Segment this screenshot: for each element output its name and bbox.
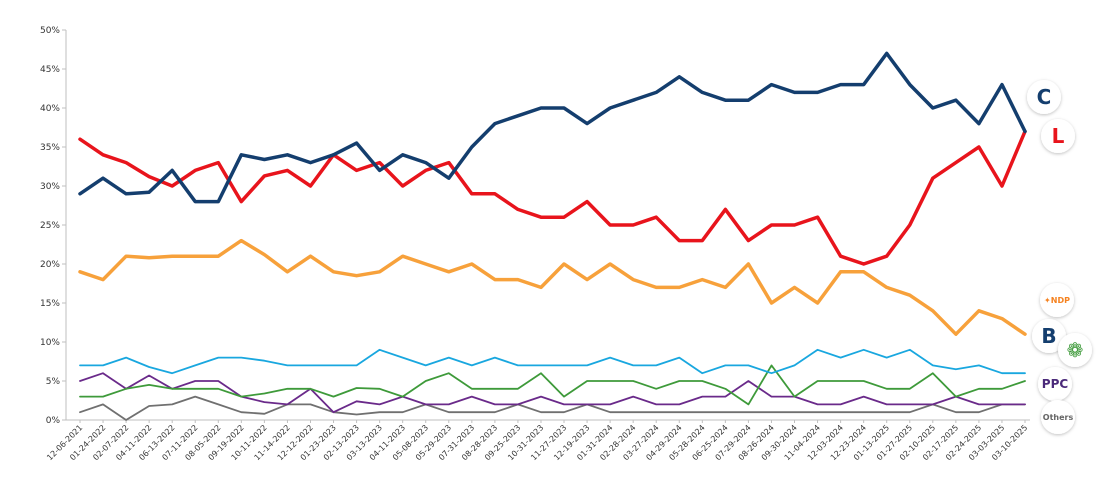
y-axis-ticks: 0% 5% 10% 15% 20% 25% 30% 35% 40% 45% 50% <box>40 26 66 426</box>
logo-conservative-badge <box>1027 80 1061 114</box>
y-tick-label: 50% <box>40 26 60 36</box>
logo-ndp-badge <box>1040 283 1074 317</box>
logo-others-text: Others <box>1043 413 1074 422</box>
series-lines <box>78 51 1027 421</box>
logo-conservative: C <box>1027 80 1061 114</box>
y-tick-label: 5% <box>46 377 61 387</box>
logo-ppc-badge <box>1038 367 1072 401</box>
logo-liberal: L <box>1041 119 1075 153</box>
series-line-bloc <box>79 348 1026 375</box>
y-tick-label: 20% <box>40 260 60 270</box>
series-line-others <box>79 395 1026 421</box>
series-line-liberal <box>78 129 1027 266</box>
party-logos: CL ✦NDP B ❁ PPC Others <box>1027 80 1092 434</box>
series-line-ndp <box>78 238 1027 336</box>
logo-others-badge <box>1041 400 1075 434</box>
logo-bloc-badge <box>1032 319 1066 353</box>
logo-liberal-text: L <box>1052 124 1065 148</box>
y-tick-label: 25% <box>40 221 60 231</box>
series-line-conservative <box>78 51 1027 204</box>
logo-green-text: ❁ <box>1067 338 1084 362</box>
y-tick-label: 10% <box>40 338 60 348</box>
x-axis-ticks: 12-06-202101-24-202202-07-202204-11-2022… <box>45 420 1029 462</box>
series-line-green <box>79 364 1026 406</box>
logo-ppc-text: PPC <box>1042 377 1069 391</box>
y-tick-label: 0% <box>46 416 61 426</box>
logo-ppc: PPC <box>1038 367 1072 401</box>
logo-conservative-text: C <box>1037 85 1052 109</box>
logo-bloc-text: B <box>1041 324 1056 348</box>
y-tick-label: 45% <box>40 65 60 75</box>
y-tick-label: 40% <box>40 104 60 114</box>
y-tick-label: 35% <box>40 143 60 153</box>
logo-bloc: B <box>1032 319 1066 353</box>
logo-green-badge <box>1058 333 1092 367</box>
y-tick-label: 15% <box>40 299 60 309</box>
series-line-ppc <box>79 372 1026 414</box>
logo-ndp: ✦NDP <box>1040 283 1074 317</box>
logo-green: ❁ <box>1058 333 1092 367</box>
logo-ndp-text: ✦NDP <box>1044 296 1070 305</box>
logo-liberal-badge <box>1041 119 1075 153</box>
axes <box>65 30 1030 421</box>
y-tick-label: 30% <box>40 182 60 192</box>
logo-others: Others <box>1041 400 1075 434</box>
